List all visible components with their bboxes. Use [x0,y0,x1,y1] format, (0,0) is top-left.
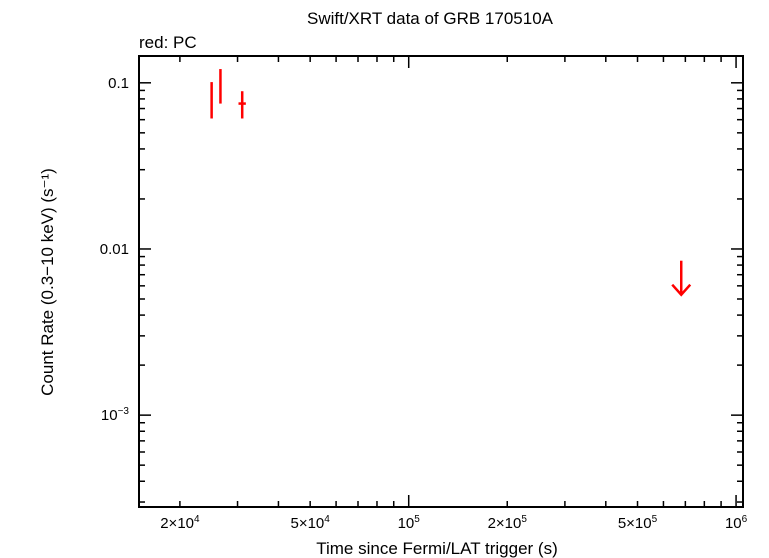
data-points [210,69,692,297]
x-tick-label: 106 [725,514,748,532]
x-tick-label: 2×105 [488,514,528,532]
axis-ticks [139,56,743,507]
y-tick-label: 10−3 [101,406,130,424]
chart-subtitle: red: PC [139,33,197,52]
y-axis-label: Count Rate (0.3−10 keV) (s⁻¹) [38,168,57,396]
data-point [210,82,213,119]
data-point [238,91,246,119]
upper-limit-head [671,283,692,297]
y-tick-label: 0.1 [108,75,129,92]
plot-frame [138,55,744,508]
data-point [219,69,222,104]
tick-labels: 2×104 5×104 105 2×105 5×105 106 0.1 0.01 10−3 [100,75,748,532]
x-tick-label: 2×104 [160,514,200,532]
x-tick-label: 5×105 [618,514,658,532]
x-tick-label: 105 [398,514,421,532]
x-axis-label: Time since Fermi/LAT trigger (s) [316,539,558,558]
x-tick-label: 5×104 [290,514,330,532]
upper-limit-arrow [671,260,692,297]
y-tick-label: 0.01 [100,241,129,258]
chart-title: Swift/XRT data of GRB 170510A [307,9,554,28]
